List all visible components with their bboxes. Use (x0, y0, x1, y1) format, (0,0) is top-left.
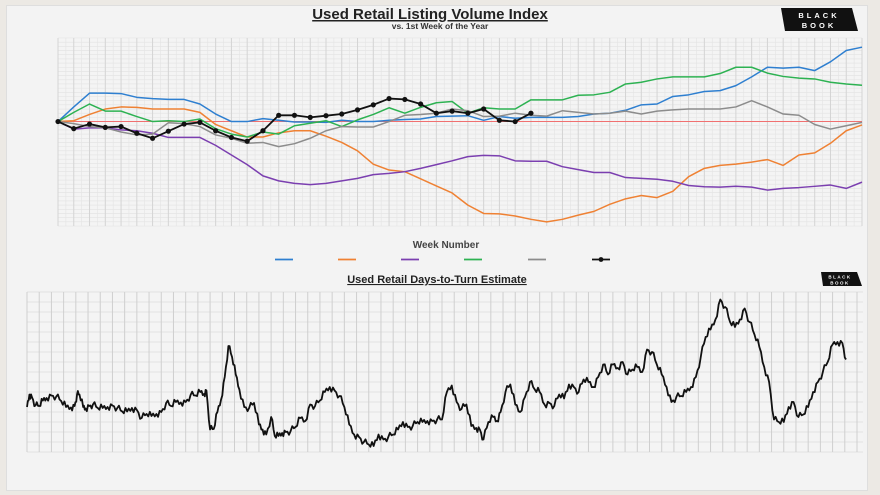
bottom-chart-series (26, 298, 847, 448)
data-point-2024 (118, 123, 124, 130)
data-point-2024 (260, 128, 266, 134)
series-2023 (57, 99, 863, 148)
logo-small-line1: BLACK (828, 275, 851, 280)
black-book-logo-small: BLACK BOOK (821, 272, 862, 286)
series-line-2019 (57, 46, 863, 124)
data-point-2024 (86, 121, 93, 127)
data-point-2024 (402, 96, 408, 103)
data-point-2024 (323, 113, 329, 119)
series-2021 (57, 120, 863, 191)
bottom-chart-title: Used Retail Days-to-Turn Estimate (347, 274, 527, 286)
data-point-2024 (465, 110, 471, 116)
top-chart-title: Used Retail Listing Volume Index (312, 6, 548, 23)
data-point-2024 (71, 126, 77, 132)
data-point-2024 (528, 110, 534, 116)
data-point-2024 (433, 110, 439, 116)
series-line-2021 (57, 120, 863, 191)
top-chart-series (55, 46, 863, 223)
top-chart-legend (275, 257, 610, 262)
data-point-2024 (291, 112, 298, 118)
data-point-2024 (512, 118, 518, 125)
data-point-2024 (417, 101, 424, 107)
bottom-chart-grid (26, 291, 863, 453)
series-2020 (57, 106, 863, 223)
data-point-2024 (149, 135, 156, 141)
slide-edge (868, 0, 880, 495)
data-point-2024 (370, 102, 376, 108)
logo-line2: BOOK (802, 21, 837, 30)
data-point-2024 (481, 106, 487, 112)
data-point-2024 (354, 107, 361, 113)
logo-small-line2: BOOK (830, 281, 850, 286)
top-x-axis-label: Week Number (413, 240, 480, 251)
data-point-2024 (339, 111, 345, 117)
data-point-2024 (386, 95, 392, 102)
series-2022 (57, 66, 863, 138)
series-line-2020 (57, 106, 863, 223)
data-point-2024 (197, 119, 203, 125)
data-point-2024 (165, 128, 171, 134)
series-line-2023 (57, 99, 863, 148)
black-book-logo: BLACK BOOK (781, 8, 858, 31)
series-2019 (57, 46, 863, 124)
top-chart-grid (57, 37, 863, 227)
data-point-2024 (213, 128, 219, 134)
data-point-2024 (134, 130, 140, 136)
series-2024 (55, 95, 534, 144)
data-point-2024 (181, 121, 187, 127)
data-point-2024 (276, 112, 282, 118)
data-point-2024 (228, 134, 235, 141)
logo-line1: BLACK (798, 11, 839, 20)
data-point-2024 (244, 138, 250, 144)
days-to-turn-line (26, 298, 847, 448)
data-point-2024 (449, 108, 455, 114)
data-point-2024 (496, 117, 503, 123)
top-chart-subtitle: vs. 1st Week of the Year (392, 21, 489, 31)
data-point-2024 (55, 118, 61, 125)
legend-marker-2024 (598, 257, 604, 262)
data-point-2024 (307, 114, 313, 120)
series-line-2022 (57, 66, 863, 138)
data-point-2024 (102, 124, 108, 131)
